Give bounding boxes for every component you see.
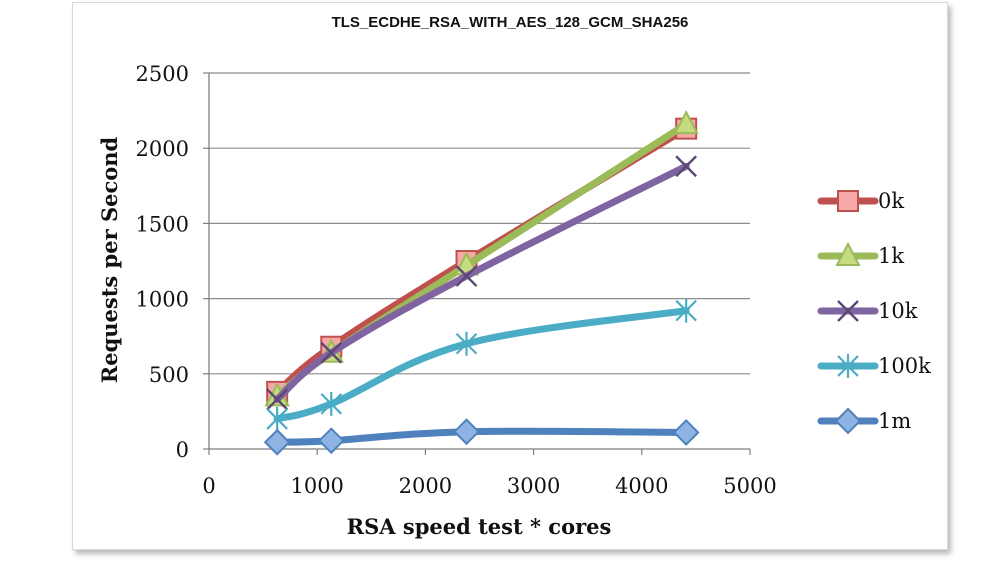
series-line-100k <box>273 307 690 423</box>
data-point-100k <box>266 406 288 431</box>
data-point-legend-1m <box>834 407 862 435</box>
x-tick-label: 3000 <box>507 474 560 498</box>
series-100k <box>266 298 697 431</box>
x-tick-label: 0 <box>202 474 215 498</box>
y-axis-label: Requests per Second <box>97 136 122 383</box>
series-1m <box>263 418 700 456</box>
data-point-1m <box>317 427 345 455</box>
data-point-1m <box>453 418 480 446</box>
x-axis-label: RSA speed test * cores <box>347 514 612 539</box>
data-point-legend-1k <box>835 241 861 266</box>
legend-item-10k: 10k <box>817 299 918 323</box>
data-point-legend-10k <box>837 300 859 322</box>
x-tick-label: 2000 <box>399 474 452 498</box>
chart-card <box>72 2 948 550</box>
series-10k <box>266 155 698 411</box>
x-tick-label: 4000 <box>615 474 668 498</box>
data-point-100k <box>455 331 478 356</box>
data-point-100k <box>320 391 343 416</box>
data-point-1k <box>673 109 699 135</box>
x-tick-labels: 0 1000 2000 3000 4000 5000 <box>202 449 777 498</box>
data-point-legend-100k <box>837 354 859 378</box>
legend-label-0k: 0k <box>878 189 904 213</box>
data-point-10k <box>455 265 478 287</box>
data-point-legend-0k <box>837 190 859 212</box>
x-tick-label: 1000 <box>290 474 343 498</box>
legend-label-1m: 1m <box>878 409 911 433</box>
x-tick-label: 5000 <box>723 474 776 498</box>
y-tick-label: 1000 <box>136 288 189 312</box>
legend-label-1k: 1k <box>878 244 904 268</box>
data-point-100k <box>675 298 697 323</box>
gridlines <box>209 72 750 375</box>
series-group <box>263 109 700 456</box>
series-line-1m <box>273 427 690 446</box>
legend-item-1m: 1m <box>817 407 911 435</box>
y-tick-label: 2000 <box>136 137 189 161</box>
legend-label-10k: 10k <box>878 299 918 323</box>
data-point-1m <box>672 419 700 446</box>
y-tick-label: 500 <box>149 363 189 387</box>
legend-label-100k: 100k <box>878 354 931 378</box>
legend-item-0k: 0k <box>817 189 904 213</box>
data-point-10k <box>320 341 343 364</box>
legend: 0k 1k 10k 100k 1m <box>817 189 931 435</box>
legend-item-100k: 100k <box>817 354 931 378</box>
y-tick-label: 1500 <box>136 212 189 236</box>
y-tick-labels: 0 500 1000 1500 2000 2500 <box>136 62 209 462</box>
data-point-1m <box>263 428 291 456</box>
series-line-10k <box>273 162 690 403</box>
y-tick-label: 2500 <box>136 62 189 86</box>
y-tick-label: 0 <box>176 438 189 462</box>
data-point-10k <box>266 388 289 411</box>
chart-title: TLS_ECDHE_RSA_WITH_AES_128_GCM_SHA256 <box>332 14 689 31</box>
data-point-10k <box>675 155 698 178</box>
series-1k <box>264 109 699 407</box>
legend-item-1k: 1k <box>817 241 904 268</box>
